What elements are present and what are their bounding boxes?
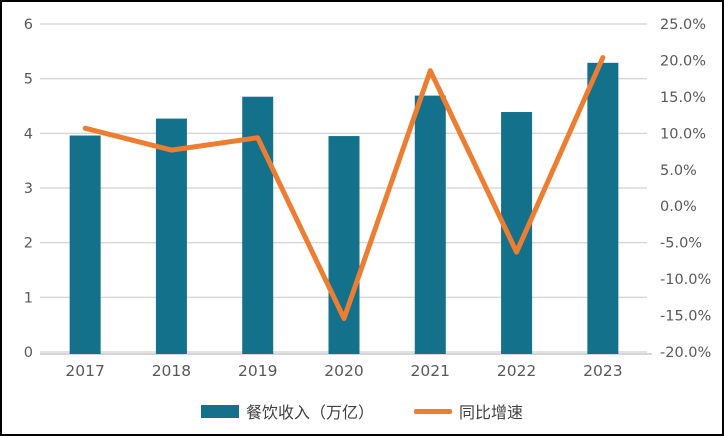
x-axis-label: 2018 — [152, 362, 191, 380]
left-axis-tick-label: 5 — [24, 72, 33, 88]
right-axis-tick-label: 20.0% — [660, 53, 706, 69]
growth-line — [82, 55, 606, 321]
bar-2020 — [328, 136, 360, 354]
x-axis-label: 2019 — [238, 362, 277, 380]
bar-series-swatch — [200, 404, 239, 418]
line-series-swatch — [414, 408, 452, 414]
x-axis-label: 2022 — [497, 362, 536, 380]
left-axis-tick-label: 4 — [24, 126, 33, 142]
right-axis-tick-label: -20.0% — [660, 345, 711, 361]
right-axis-tick-label: 0.0% — [660, 199, 697, 215]
bar-2017 — [69, 135, 101, 354]
left-axis-tick-label: 6 — [24, 17, 33, 33]
right-axis-tick-label: -5.0% — [660, 236, 702, 252]
bar-2021 — [414, 95, 446, 354]
right-axis-tick-label: 15.0% — [660, 90, 706, 106]
right-axis-tick-label: -10.0% — [660, 272, 711, 288]
left-axis-tick-label: 1 — [24, 290, 33, 306]
bar-2023 — [587, 62, 619, 355]
x-axis-label: 2023 — [583, 362, 622, 380]
right-axis-tick-label: 5.0% — [660, 163, 697, 179]
x-axis-label: 2017 — [65, 362, 104, 380]
left-axis-tick-label: 0 — [24, 345, 33, 361]
x-axis-label: 2021 — [411, 362, 450, 380]
right-axis-tick-label: 10.0% — [660, 126, 706, 142]
right-axis-tick-label: -15.0% — [660, 309, 711, 325]
bar-series-label: 餐饮收入（万亿） — [245, 403, 374, 422]
left-axis-tick-label: 3 — [24, 181, 33, 197]
bar-2018 — [155, 118, 187, 354]
legend-item-revenue: 餐饮收入（万亿） — [200, 399, 374, 423]
left-axis-tick-label: 2 — [24, 236, 33, 252]
x-axis-label: 2020 — [324, 362, 363, 380]
legend-item-growth: 同比增速 — [414, 399, 523, 423]
line-series-label: 同比增速 — [459, 403, 524, 422]
combo-chart-canvas: 0 1 2 3 4 5 6 -20.0% -15.0% -10.0% -5.0% 0.0% 5.0% 10… — [24, 17, 712, 380]
right-axis-tick-label: 25.0% — [660, 17, 706, 33]
chart-legend: 餐饮收入（万亿） 同比增速 — [2, 386, 722, 434]
